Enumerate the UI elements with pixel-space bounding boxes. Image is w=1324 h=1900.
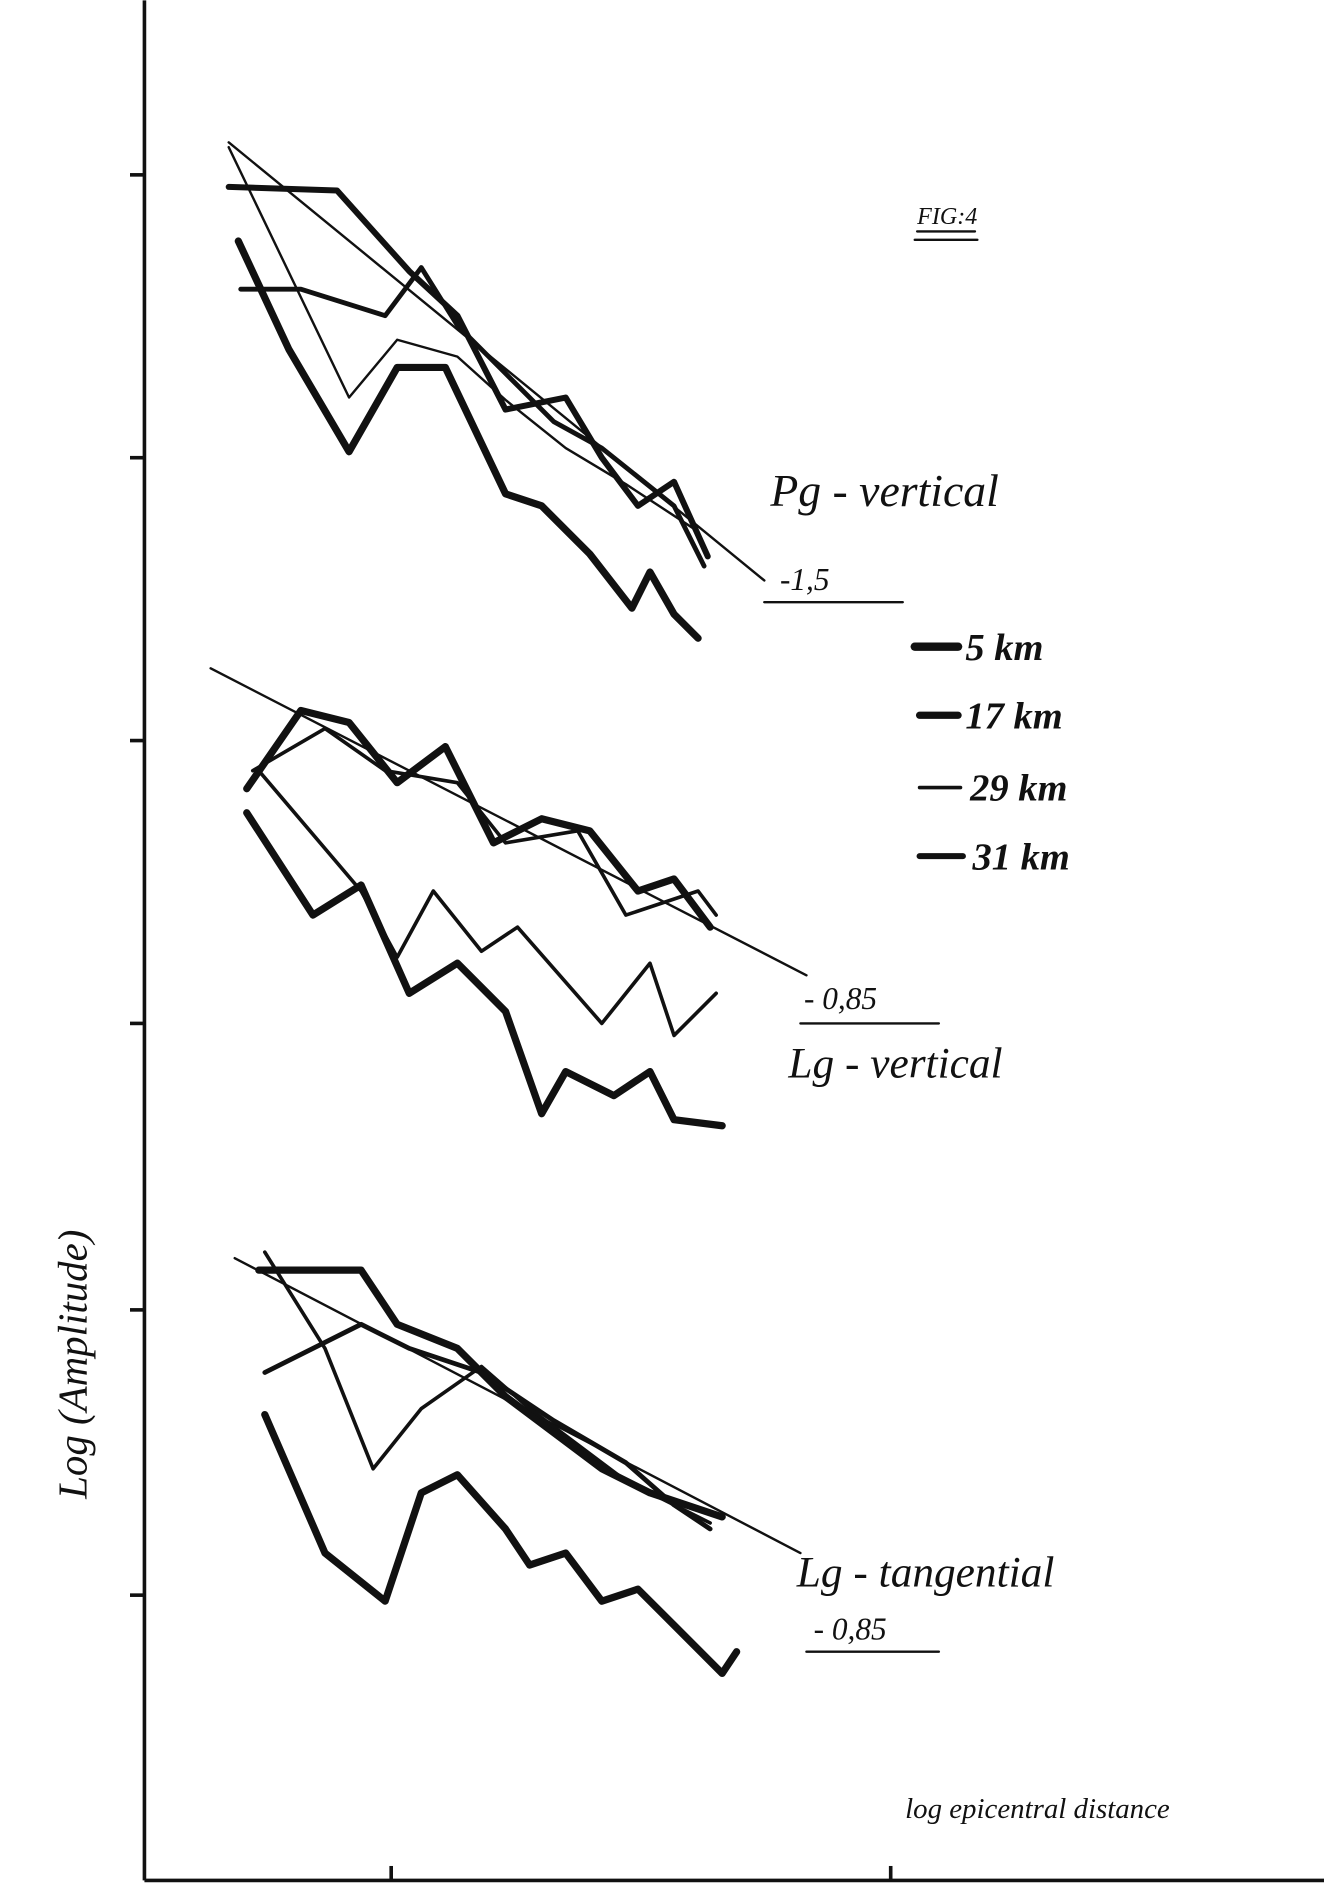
axes [129, 0, 1324, 1883]
x-axis-label: log epicentral distance [905, 1793, 1170, 1825]
underlines [763, 230, 979, 1653]
panel-title: Pg - vertical [769, 465, 999, 516]
pg-curves [225, 141, 766, 642]
slope-label: - 0,85 [814, 1612, 887, 1647]
slope-label: -1,5 [780, 562, 830, 597]
legend-strokes [910, 642, 966, 860]
slope-label: - 0,85 [804, 981, 877, 1016]
y-axis-label: Log (Amplitude) [51, 1230, 96, 1500]
panel-title: Lg - tangential [796, 1549, 1055, 1597]
legend-label: 5 km [965, 627, 1043, 669]
figure-label: FIG:4 [916, 204, 977, 230]
legend-label: 17 km [965, 696, 1062, 738]
lg-vertical-curves [209, 667, 808, 1130]
panel-title: Lg - vertical [787, 1040, 1002, 1088]
legend-label: 29 km [969, 768, 1067, 810]
lg-tangential-curves [233, 1250, 802, 1677]
legend-label: 31 km [972, 836, 1070, 878]
